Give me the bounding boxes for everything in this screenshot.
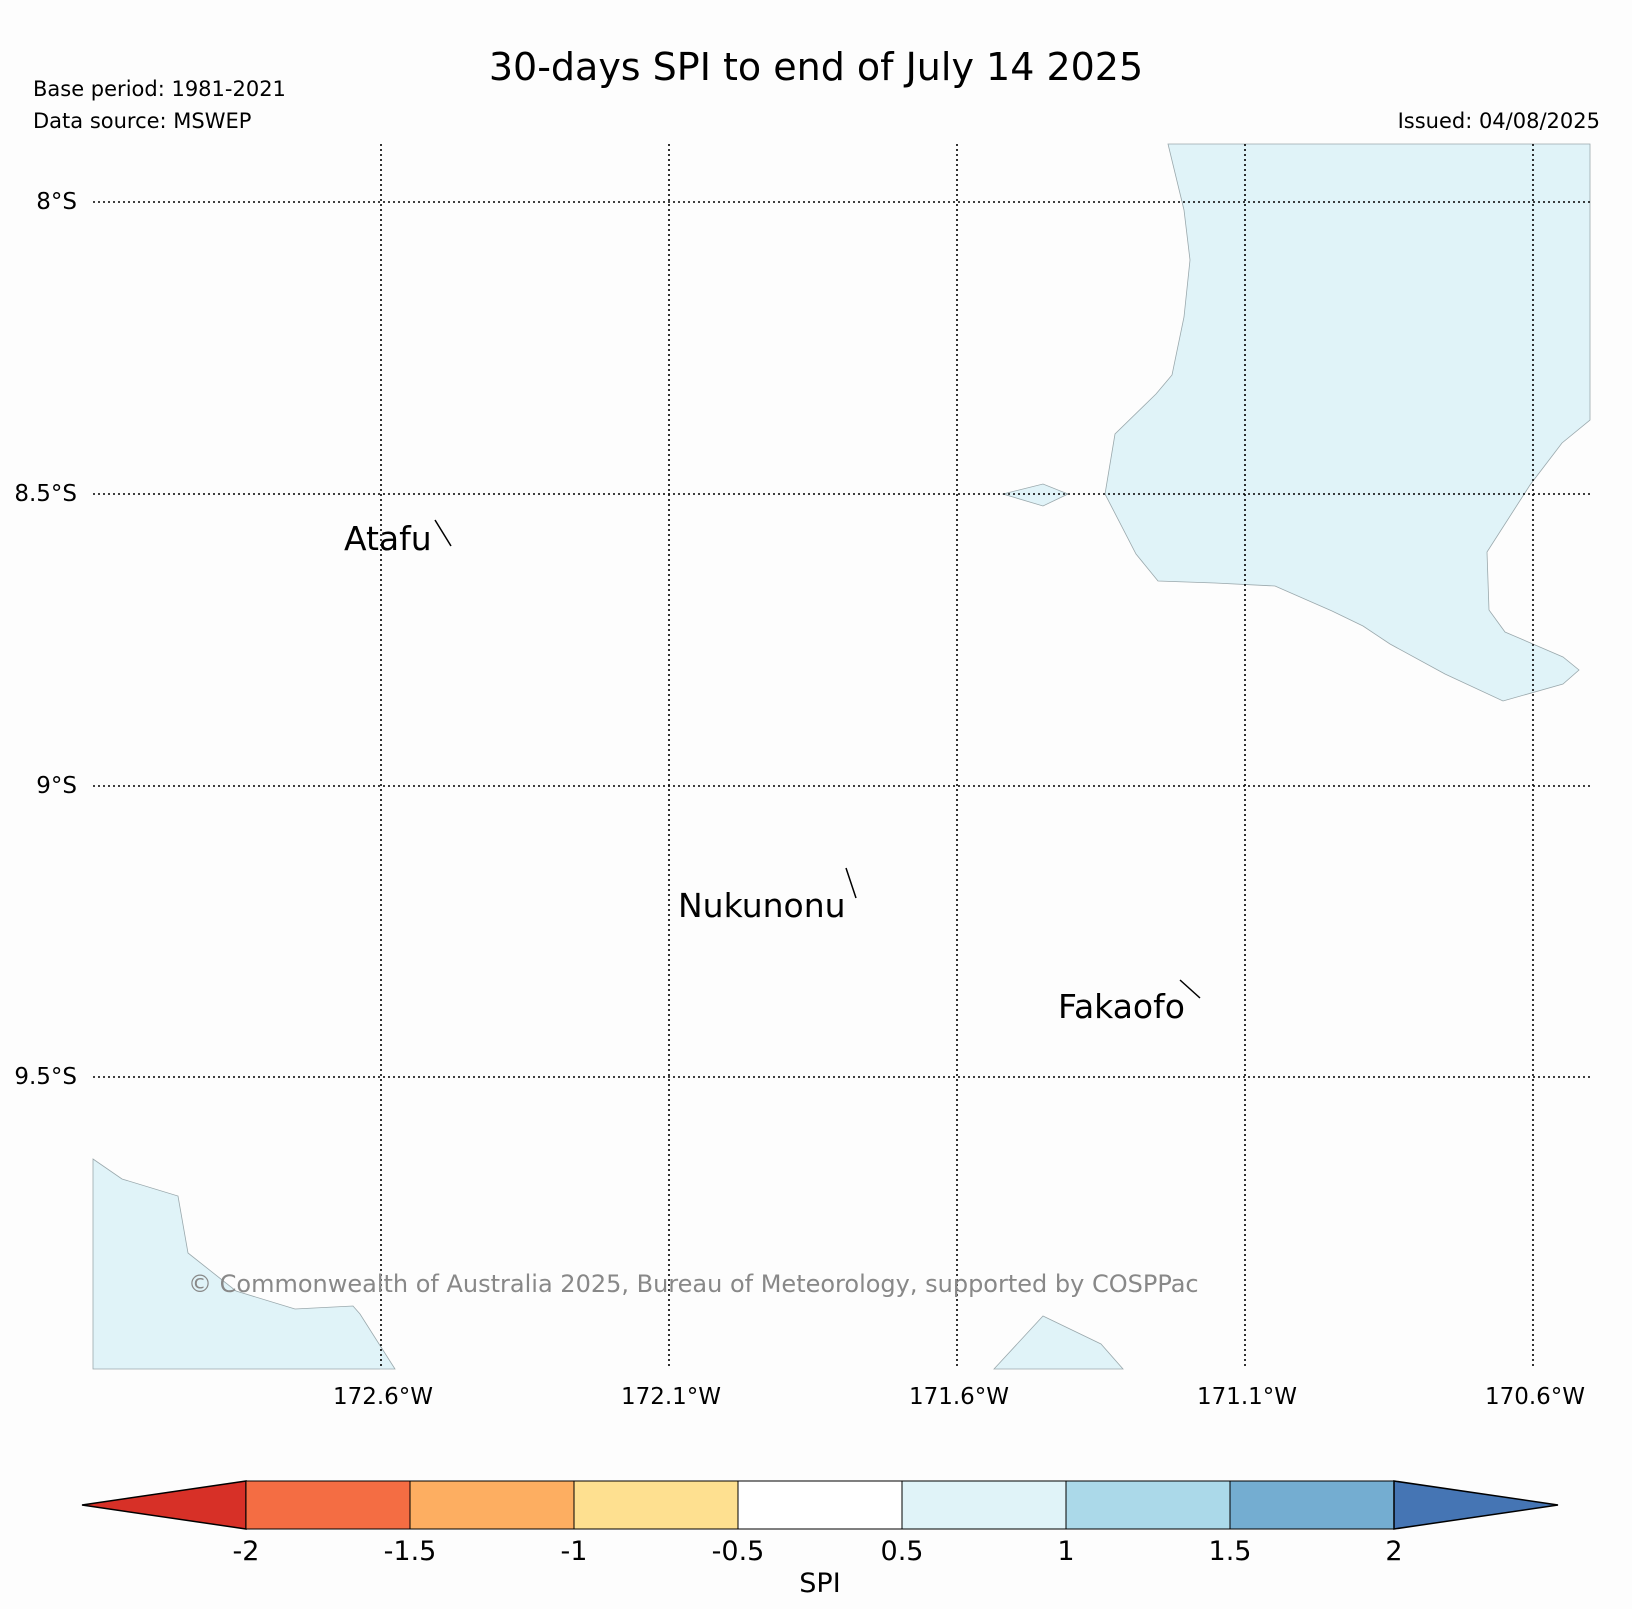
colorbar-extend-low	[81, 1480, 247, 1530]
issued-date-note: Issued: 04/08/2025	[1398, 109, 1600, 133]
fakaofo-island-marker	[1179, 979, 1201, 999]
place-nukunonu: Nukunonu	[678, 867, 857, 925]
place-label-atafu: Atafu	[344, 519, 432, 558]
colorbar-tick-label: -1	[561, 1536, 588, 1567]
map-panel: 8°S 8.5°S 9°S 9.5°S 172.6°W 172.1°W 171.…	[14, 143, 1591, 1410]
spi-colorbar: -2 -1.5 -1 -0.5 0.5 1 1.5 2 SPI	[81, 1480, 1559, 1599]
lat-label-9-5s: 9.5°S	[14, 1064, 77, 1090]
copyright-notice: © Commonwealth of Australia 2025, Bureau…	[188, 1270, 1199, 1298]
base-period-note: Base period: 1981-2021	[33, 77, 286, 101]
lat-label-8s: 8°S	[36, 189, 77, 215]
spi-region-south	[993, 1315, 1124, 1370]
colorbar-bin-neg2-neg1-5	[245, 1480, 411, 1530]
lon-label-171-6w: 171.6°W	[909, 1384, 1009, 1410]
lon-label-172-6w: 172.6°W	[333, 1384, 433, 1410]
colorbar-tick-label: 0.5	[881, 1536, 924, 1567]
lon-label-170-6w: 170.6°W	[1485, 1384, 1585, 1410]
colorbar-extend-high	[1393, 1480, 1559, 1530]
colorbar-bin-1-1-5	[1065, 1480, 1231, 1530]
map-title: 30-days SPI to end of July 14 2025	[489, 45, 1143, 89]
colorbar-bin-neg0-5-0-5	[737, 1480, 903, 1530]
colorbar-bin-0-5-1	[901, 1480, 1067, 1530]
data-source-note: Data source: MSWEP	[33, 109, 251, 133]
place-label-fakaofo: Fakaofo	[1058, 987, 1185, 1026]
atafu-island-marker	[434, 519, 452, 547]
colorbar-tick-label: -1.5	[384, 1536, 437, 1567]
place-label-nukunonu: Nukunonu	[678, 886, 846, 925]
colorbar-tick-label: -0.5	[712, 1536, 765, 1567]
lat-label-9s: 9°S	[36, 773, 77, 799]
lon-label-171-1w: 171.1°W	[1197, 1384, 1297, 1410]
colorbar-bin-neg1-5-neg1	[409, 1480, 575, 1530]
lon-label-172-1w: 172.1°W	[621, 1384, 721, 1410]
place-fakaofo: Fakaofo	[1058, 979, 1201, 1026]
colorbar-tick-label: 1	[1057, 1536, 1074, 1567]
colorbar-bin-1-5-2	[1229, 1480, 1395, 1530]
spi-region-southwest	[92, 1158, 396, 1370]
spi-region-northeast	[1104, 143, 1591, 702]
colorbar-tick-label: 2	[1385, 1536, 1402, 1567]
longitude-gridlines	[380, 144, 1534, 1369]
colorbar-bin-neg1-neg0-5	[573, 1480, 739, 1530]
colorbar-tick-label: -2	[233, 1536, 260, 1567]
lat-label-8-5s: 8.5°S	[14, 481, 77, 507]
nukunonu-island-marker	[845, 867, 857, 899]
colorbar-title: SPI	[799, 1568, 840, 1599]
place-atafu: Atafu	[344, 519, 452, 558]
colorbar-tick-label: 1.5	[1209, 1536, 1252, 1567]
